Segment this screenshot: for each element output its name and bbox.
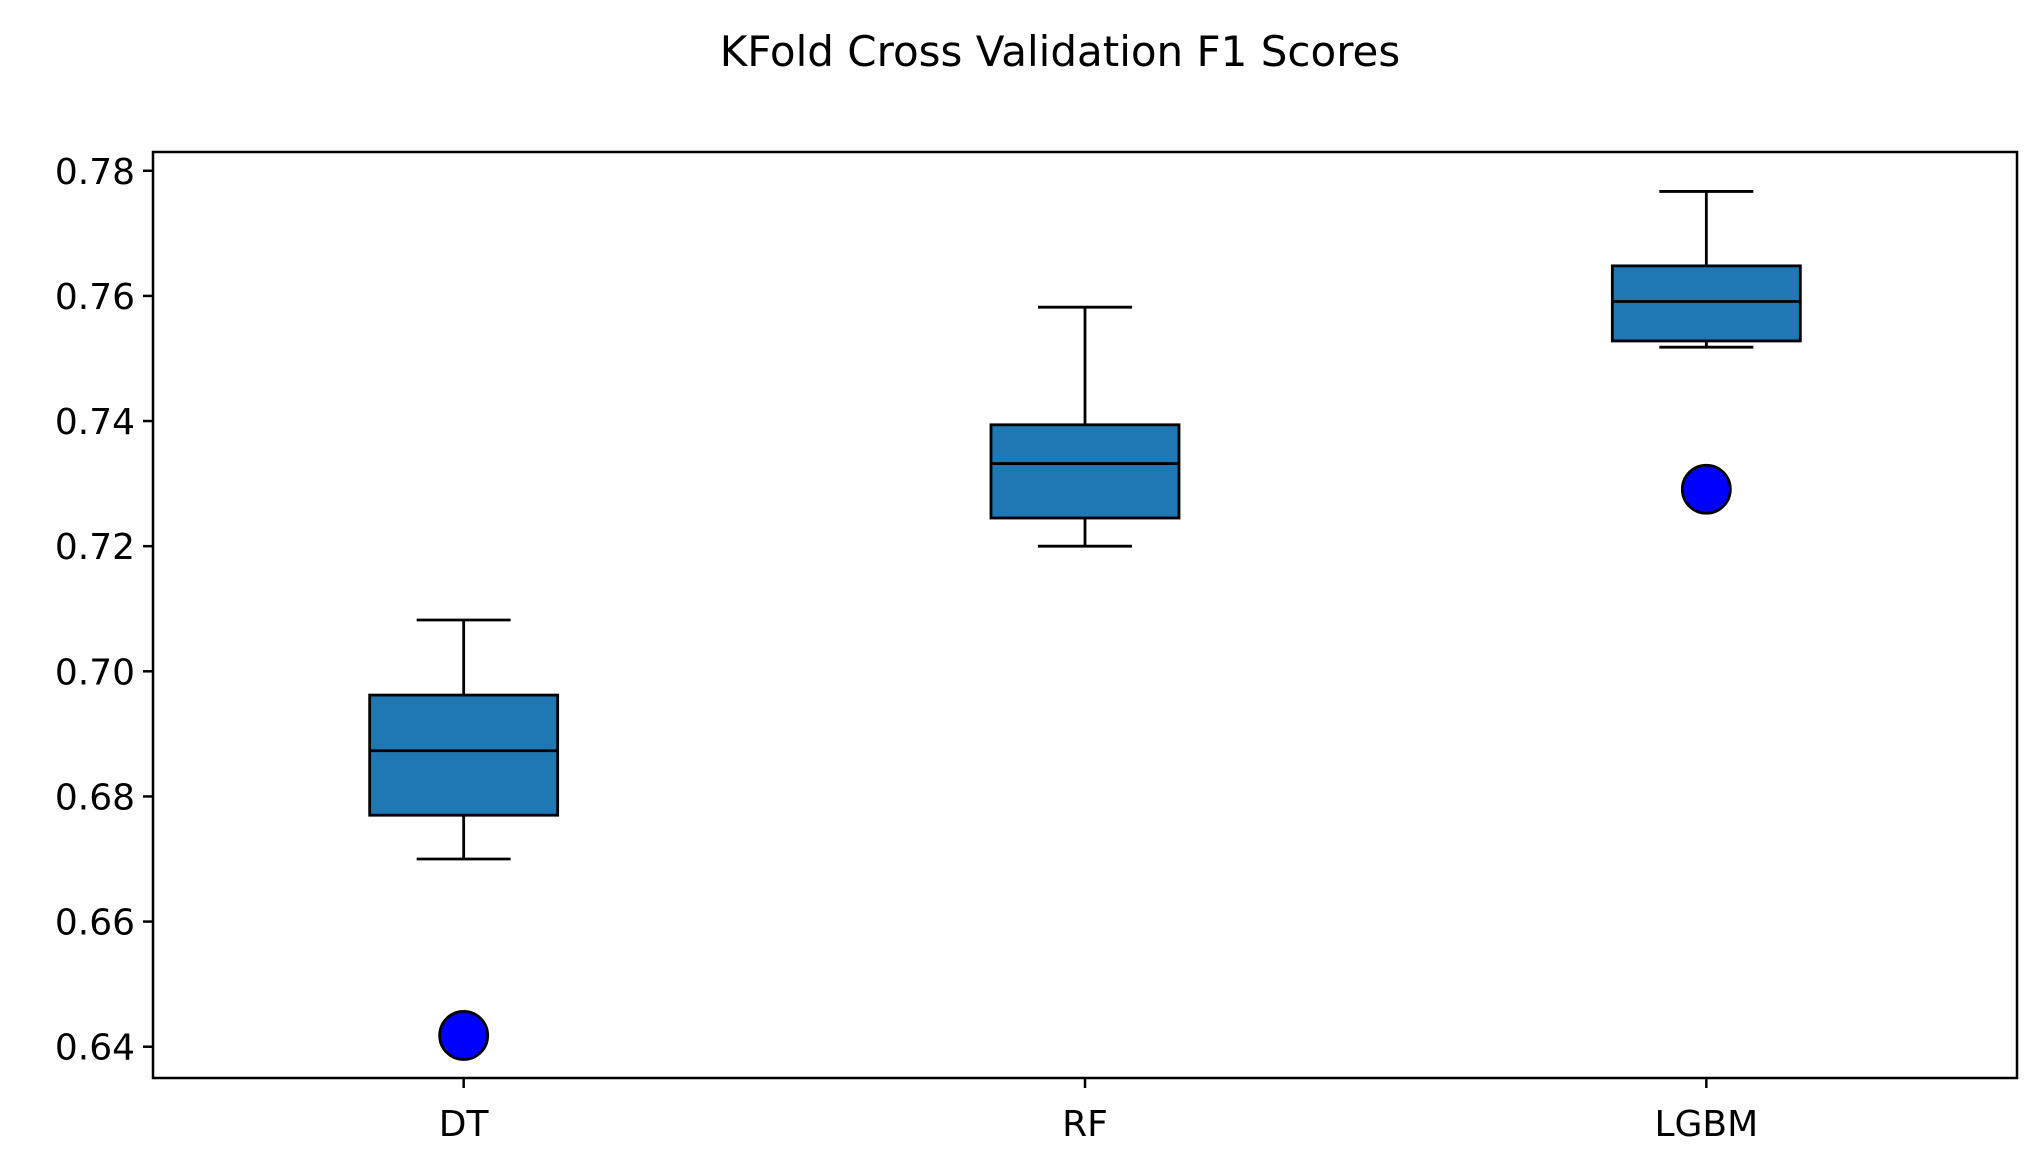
box-body [368, 693, 560, 817]
y-tick-label: 0.74 [55, 402, 135, 443]
x-tick-label: LGBM [1654, 1104, 1758, 1145]
box-lgbm [1610, 190, 1802, 349]
y-tick-label: 0.64 [55, 1028, 135, 1069]
outlier-point [438, 1010, 490, 1061]
x-tick-label: DT [439, 1104, 490, 1145]
box-dt [368, 618, 560, 861]
y-tick-label: 0.66 [55, 903, 135, 944]
y-tick-label: 0.70 [55, 652, 135, 693]
outlier-point [1680, 463, 1732, 515]
y-axis: 0.64 0.66 0.68 0.70 0.72 0.74 0.76 0.78 [55, 152, 153, 1069]
outliers-layer [438, 463, 1732, 1061]
y-tick-label: 0.78 [55, 152, 135, 193]
y-tick-label: 0.76 [55, 277, 135, 318]
box-body [1610, 264, 1802, 343]
chart-title: KFold Cross Validation F1 Scores [720, 27, 1401, 76]
box-rf [989, 305, 1181, 548]
y-tick-label: 0.72 [55, 527, 135, 568]
box-body [989, 423, 1181, 520]
y-tick-label: 0.68 [55, 777, 135, 818]
x-tick-label: RF [1062, 1104, 1108, 1145]
x-axis: DT RF LGBM [439, 1078, 1758, 1145]
boxes-layer [368, 190, 1802, 861]
